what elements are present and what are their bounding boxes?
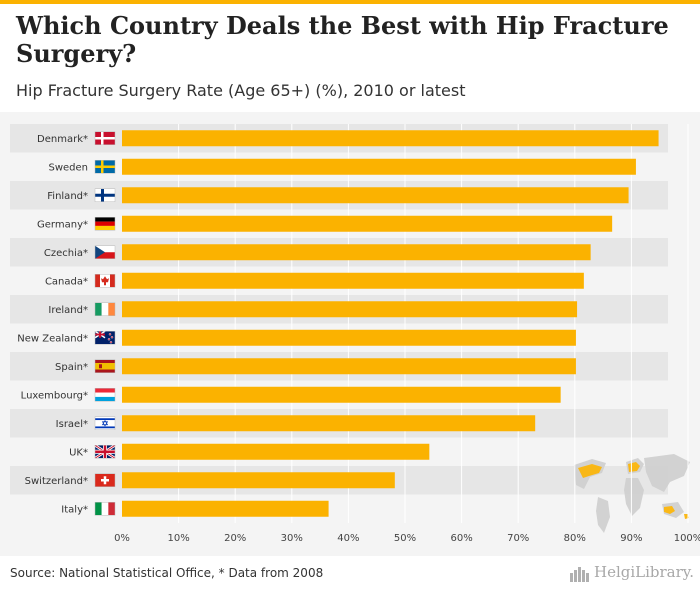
x-tick-label: 90% — [620, 533, 642, 544]
sweden-flag-icon — [94, 160, 116, 174]
x-tick-label: 20% — [224, 533, 246, 544]
category-label: Germany* — [37, 219, 88, 230]
denmark-flag-icon — [94, 131, 116, 145]
ireland-flag-icon — [94, 302, 116, 316]
x-tick-label: 80% — [564, 533, 586, 544]
x-tick-label: 10% — [167, 533, 189, 544]
new-zealand-flag-icon — [94, 330, 116, 345]
category-label: Switzerland* — [25, 476, 88, 487]
bar — [122, 415, 536, 432]
category-label: Canada* — [45, 276, 88, 287]
bar — [122, 272, 584, 289]
bar — [122, 215, 613, 232]
finland-flag-icon — [94, 188, 116, 202]
bar — [122, 130, 659, 147]
x-tick-label: 50% — [394, 533, 416, 544]
category-label: New Zealand* — [17, 333, 88, 344]
x-tick-label: 100% — [674, 533, 700, 544]
canada-flag-icon — [94, 274, 116, 288]
bar — [122, 472, 395, 489]
top-accent-bar — [0, 0, 700, 4]
category-label: Finland* — [47, 191, 88, 202]
x-tick-label: 30% — [281, 533, 303, 544]
bar — [122, 187, 629, 204]
x-tick-label: 40% — [337, 533, 359, 544]
bar-chart: 0% 10% 20% 30% 40% 50% 60% 70% 80% 90% 100% Denmark… — [10, 124, 700, 544]
helgi-library-logo-icon — [570, 567, 589, 582]
x-tick-label: 70% — [507, 533, 529, 544]
category-label: Italy* — [61, 504, 88, 515]
bar — [122, 443, 430, 460]
bar — [122, 500, 329, 517]
chart-panel: 0% 10% 20% 30% 40% 50% 60% 70% 80% 90% 100% Denmark… — [0, 112, 700, 556]
italy-flag-icon — [94, 502, 116, 516]
x-tick-label: 60% — [450, 533, 472, 544]
category-label: Israel* — [56, 419, 88, 430]
bar — [122, 244, 591, 261]
switzerland-flag-icon — [94, 473, 116, 487]
bar — [122, 301, 578, 318]
category-label: Denmark* — [37, 134, 88, 145]
bar — [122, 386, 561, 403]
world-map-icon — [574, 454, 690, 533]
luxembourg-flag-icon — [94, 388, 116, 402]
bar — [122, 158, 636, 175]
israel-flag-icon — [94, 416, 116, 430]
bar — [122, 358, 576, 375]
uk-flag-icon — [94, 444, 116, 460]
category-label: Ireland* — [48, 305, 88, 316]
helgi-library-brand: HelgiLibrary. — [594, 563, 695, 581]
category-label: Luxembourg* — [21, 390, 88, 401]
germany-flag-icon — [94, 217, 116, 231]
category-label: UK* — [69, 447, 88, 458]
chart-title: Which Country Deals the Best with Hip Fr… — [16, 11, 669, 68]
category-label: Sweden — [48, 162, 88, 173]
czechia-flag-icon — [94, 245, 116, 259]
category-label: Czechia* — [44, 248, 88, 259]
spain-flag-icon — [94, 359, 116, 373]
x-tick-label: 0% — [114, 533, 130, 544]
category-label: Spain* — [55, 362, 88, 373]
bar — [122, 329, 576, 346]
chart-subtitle: Hip Fracture Surgery Rate (Age 65+) (%),… — [16, 81, 466, 100]
source-note: Source: National Statistical Office, * D… — [10, 566, 324, 580]
